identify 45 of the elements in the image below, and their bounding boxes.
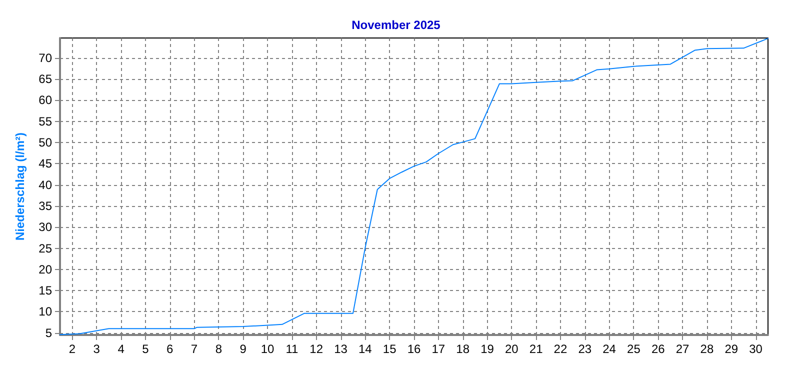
x-tick-label: 25 bbox=[627, 342, 641, 356]
y-tick-label: 60 bbox=[38, 93, 52, 108]
x-tick-label: 7 bbox=[190, 342, 198, 356]
x-tick-label: 30 bbox=[749, 342, 763, 356]
x-tick-label: 14 bbox=[358, 342, 372, 356]
x-tick-label: 24 bbox=[602, 342, 616, 356]
x-tick-label: 26 bbox=[651, 342, 666, 356]
y-tick-label: 65 bbox=[38, 72, 52, 86]
x-tick-label: 19 bbox=[480, 342, 494, 356]
x-tick-label: 3 bbox=[93, 342, 100, 356]
y-tick-label: 55 bbox=[38, 114, 52, 128]
x-tick-label: 12 bbox=[310, 342, 324, 356]
y-tick-label: 15 bbox=[38, 284, 52, 298]
x-tick-label: 18 bbox=[456, 342, 470, 356]
x-tick-label: 15 bbox=[382, 342, 397, 356]
x-tick-label: 16 bbox=[407, 342, 421, 356]
x-tick-label: 11 bbox=[286, 342, 298, 356]
x-tick-label: 6 bbox=[166, 342, 174, 356]
y-tick-label: 25 bbox=[38, 241, 52, 256]
x-tick-label: 8 bbox=[215, 342, 222, 356]
x-tick-label: 23 bbox=[578, 342, 592, 356]
y-tick-label: 45 bbox=[38, 156, 52, 171]
x-tick-label: 28 bbox=[700, 342, 714, 356]
x-tick-label: 13 bbox=[334, 342, 348, 356]
y-axis-title: Niederschlag (l/m²) bbox=[13, 132, 27, 241]
y-tick-label: 40 bbox=[38, 178, 52, 192]
x-tick-label: 4 bbox=[118, 342, 125, 356]
y-tick-label: 35 bbox=[38, 198, 52, 213]
y-tick-label: 30 bbox=[38, 220, 52, 234]
y-tick-label: 20 bbox=[38, 262, 52, 276]
x-tick-label: 17 bbox=[432, 342, 446, 356]
y-tick-label: 50 bbox=[38, 136, 52, 150]
x-tick-label: 5 bbox=[142, 342, 150, 356]
x-tick-label: 10 bbox=[260, 342, 275, 356]
y-tick-label: 5 bbox=[45, 326, 52, 340]
x-tick-label: 20 bbox=[504, 342, 519, 356]
x-tick-label: 21 bbox=[529, 342, 544, 356]
x-tick-label: 27 bbox=[676, 342, 690, 356]
x-tick-label: 22 bbox=[554, 342, 568, 356]
x-tick-label: 9 bbox=[240, 342, 247, 356]
x-tick-label: 29 bbox=[724, 342, 738, 356]
y-tick-label: 70 bbox=[38, 50, 52, 65]
x-tick-label: 2 bbox=[68, 342, 76, 356]
y-tick-label: 10 bbox=[38, 304, 52, 319]
chart-title: November 2025 bbox=[352, 18, 441, 32]
